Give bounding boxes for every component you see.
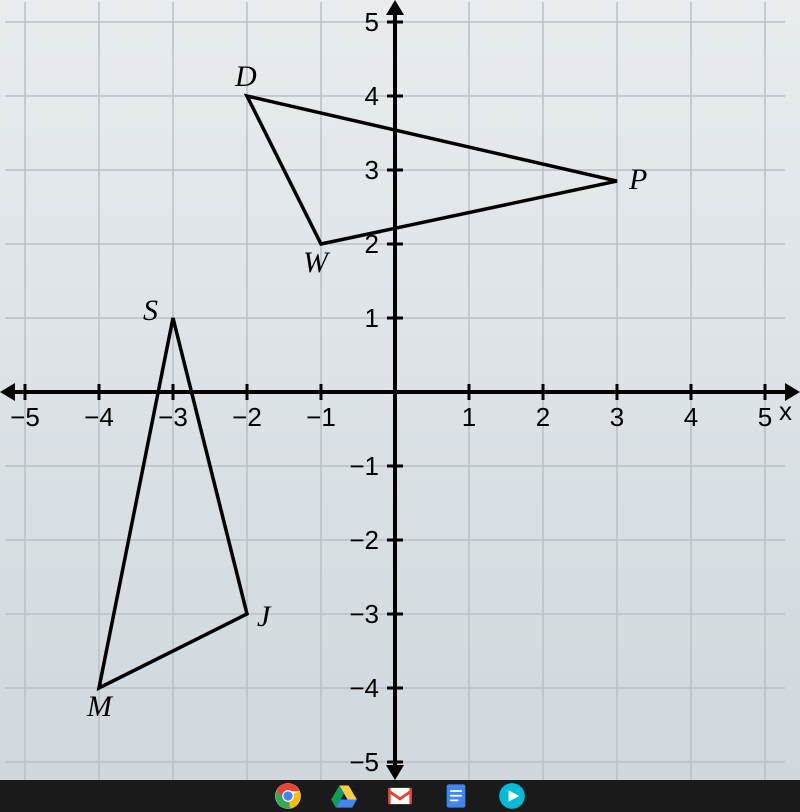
- vertex-label-D: D: [234, 60, 257, 93]
- vertex-label-P: P: [628, 163, 647, 196]
- drive-icon[interactable]: [330, 782, 358, 810]
- svg-text:−2: −2: [349, 525, 379, 555]
- x-axis-label: x: [779, 396, 792, 426]
- svg-text:−4: −4: [349, 673, 379, 703]
- svg-text:4: 4: [365, 81, 379, 111]
- axis-labels: x: [779, 396, 792, 426]
- docs-icon[interactable]: [442, 782, 470, 810]
- svg-text:−5: −5: [349, 747, 379, 777]
- svg-text:−1: −1: [349, 451, 379, 481]
- svg-text:1: 1: [365, 303, 379, 333]
- chart-svg: −5−4−3−2−112345−5−4−3−2−112345 DWPSJM x: [0, 0, 800, 780]
- svg-text:−5: −5: [10, 402, 40, 432]
- svg-text:1: 1: [462, 402, 476, 432]
- chrome-icon[interactable]: [274, 782, 302, 810]
- vertex-label-J: J: [257, 600, 272, 633]
- svg-text:5: 5: [758, 402, 772, 432]
- svg-text:−1: −1: [306, 402, 336, 432]
- svg-text:2: 2: [536, 402, 550, 432]
- play-icon[interactable]: [498, 782, 526, 810]
- svg-text:3: 3: [365, 155, 379, 185]
- svg-text:−2: −2: [232, 402, 262, 432]
- svg-text:−4: −4: [84, 402, 114, 432]
- svg-text:3: 3: [610, 402, 624, 432]
- svg-text:4: 4: [684, 402, 698, 432]
- axes: [0, 0, 800, 780]
- gmail-icon[interactable]: [386, 782, 414, 810]
- vertex-label-M: M: [86, 690, 114, 723]
- svg-text:5: 5: [365, 7, 379, 37]
- svg-text:−3: −3: [349, 599, 379, 629]
- vertex-label-W: W: [303, 246, 331, 279]
- taskbar: [0, 780, 800, 812]
- svg-text:−3: −3: [158, 402, 188, 432]
- vertex-label-S: S: [143, 294, 158, 327]
- coordinate-plane: −5−4−3−2−112345−5−4−3−2−112345 DWPSJM x: [0, 0, 800, 780]
